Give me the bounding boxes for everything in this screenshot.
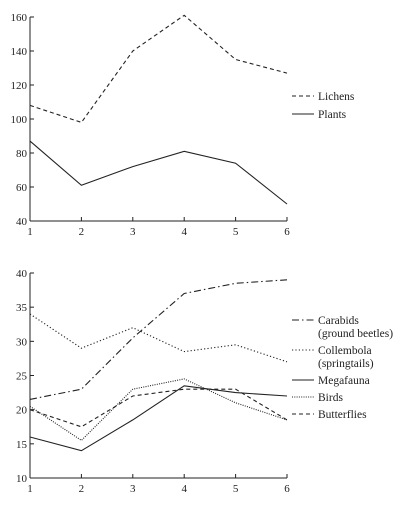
legend-label: Plants bbox=[318, 109, 347, 121]
series-line-collembola bbox=[29, 313, 288, 363]
x-tick-label: 4 bbox=[181, 483, 187, 495]
legend-label: Lichens bbox=[318, 91, 355, 103]
y-tick-label: 40 bbox=[16, 268, 28, 280]
series-line-carabids bbox=[29, 279, 288, 400]
y-tick-label: 25 bbox=[16, 371, 28, 383]
legend-item-butterflies: Butterflies bbox=[292, 409, 367, 421]
legend-item-plants: Plants bbox=[292, 109, 347, 121]
y-tick-label: 60 bbox=[16, 182, 28, 194]
y-tick-label: 30 bbox=[16, 336, 28, 348]
x-tick-label: 1 bbox=[27, 483, 33, 495]
y-tick-label: 35 bbox=[16, 302, 28, 314]
x-tick-label: 3 bbox=[130, 483, 136, 495]
legend-label: Birds bbox=[318, 392, 343, 404]
x-tick-label: 6 bbox=[284, 483, 290, 495]
series-line-birds bbox=[29, 378, 288, 442]
series-line-butterflies bbox=[29, 388, 288, 428]
y-tick-label: 120 bbox=[11, 80, 28, 92]
x-tick-label: 4 bbox=[181, 226, 187, 238]
legend-item-carabids: Carabids(ground beetles) bbox=[292, 315, 393, 340]
y-tick-label: 80 bbox=[16, 148, 28, 160]
y-tick-label: 10 bbox=[16, 473, 28, 485]
fauna-chart: 10 15 20 25 30 35 40 1 2 3 4 5 6 Carabids(ground beet… bbox=[16, 268, 393, 495]
legend-item-collembola: Collembola(springtails) bbox=[292, 345, 374, 370]
legend-item-megafauna: Megafauna bbox=[292, 375, 370, 387]
legend-item-birds: Birds bbox=[292, 392, 343, 404]
x-tick-label: 2 bbox=[79, 226, 85, 238]
y-tick-label: 100 bbox=[11, 114, 28, 126]
y-tick-label: 40 bbox=[16, 216, 28, 228]
lichens-plants-chart: 40 60 80 100 120 140 160 1 2 3 4 5 6 Lichens Plants bbox=[11, 12, 355, 238]
series-line-lichens bbox=[29, 14, 288, 124]
legend-item-lichens: Lichens bbox=[292, 91, 355, 103]
x-tick-label: 5 bbox=[233, 226, 239, 238]
legend-label: Megafauna bbox=[318, 375, 370, 387]
y-tick-label: 20 bbox=[16, 405, 28, 417]
x-tick-label: 2 bbox=[79, 483, 85, 495]
legend-label: Carabids bbox=[318, 315, 359, 327]
x-tick-label: 5 bbox=[233, 483, 239, 495]
series-line-megafauna bbox=[29, 385, 288, 452]
x-tick-label: 1 bbox=[27, 226, 33, 238]
y-tick-label: 15 bbox=[16, 439, 28, 451]
legend-label: Butterflies bbox=[318, 409, 367, 421]
x-tick-label: 3 bbox=[130, 226, 136, 238]
legend-label-line2: (springtails) bbox=[318, 358, 374, 370]
y-tick-label: 160 bbox=[11, 12, 28, 24]
series-line-plants bbox=[29, 140, 288, 205]
y-tick-label: 140 bbox=[11, 46, 28, 58]
legend-label: Collembola bbox=[318, 345, 372, 357]
x-tick-label: 6 bbox=[284, 226, 290, 238]
legend-label-line2: (ground beetles) bbox=[318, 328, 393, 340]
